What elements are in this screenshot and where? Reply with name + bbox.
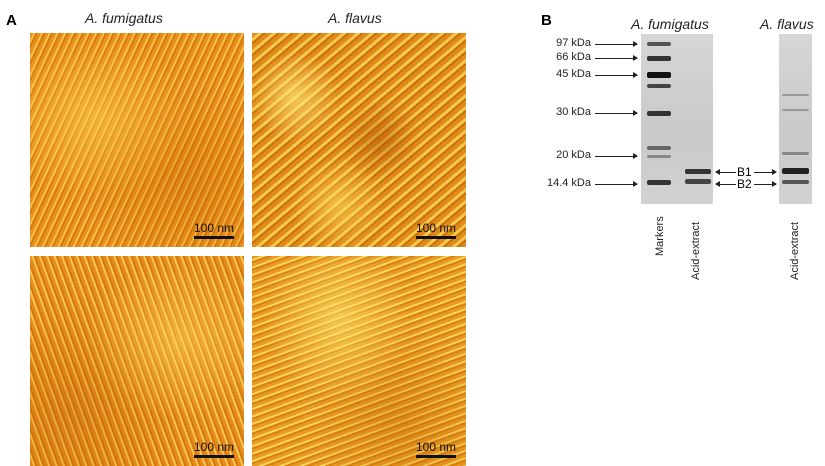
marker-label: 30 kDa bbox=[521, 106, 591, 118]
gel bbox=[779, 34, 812, 204]
figure: A A. fumigatus A. flavus 100 nm 100 nm 1… bbox=[0, 0, 825, 466]
arrow bbox=[595, 58, 637, 59]
marker-label: 66 kDa bbox=[521, 51, 591, 63]
column-header: A. fumigatus bbox=[85, 10, 163, 26]
marker-label: 14.4 kDa bbox=[521, 177, 591, 189]
scale-bar: 100 nm bbox=[194, 221, 234, 239]
arrow bbox=[716, 184, 736, 185]
lane-label: Acid-extract bbox=[789, 222, 801, 280]
arrow bbox=[754, 172, 776, 173]
arrow bbox=[595, 75, 637, 76]
scale-label: 100 nm bbox=[194, 440, 234, 454]
afm-image: 100 nm bbox=[252, 33, 466, 247]
lane-label: Markers bbox=[654, 216, 666, 256]
panel-label: B bbox=[541, 12, 552, 29]
marker-label: 97 kDa bbox=[521, 37, 591, 49]
arrow bbox=[595, 156, 637, 157]
scale-label: 100 nm bbox=[416, 221, 456, 235]
column-header: A. fumigatus bbox=[631, 16, 709, 32]
marker-label: 20 kDa bbox=[521, 149, 591, 161]
marker-label: 45 kDa bbox=[521, 68, 591, 80]
gel bbox=[641, 34, 713, 204]
afm-image: 100 nm bbox=[30, 33, 244, 247]
column-header: A. flavus bbox=[328, 10, 382, 26]
column-header: A. flavus bbox=[760, 16, 814, 32]
scale-bar: 100 nm bbox=[416, 440, 456, 458]
afm-image: 100 nm bbox=[30, 256, 244, 466]
arrow bbox=[754, 184, 776, 185]
band-label: B2 bbox=[737, 177, 752, 191]
arrow bbox=[595, 184, 637, 185]
panel-label: A bbox=[6, 12, 17, 29]
arrow bbox=[595, 113, 637, 114]
afm-image: 100 nm bbox=[252, 256, 466, 466]
scale-label: 100 nm bbox=[194, 221, 234, 235]
scale-label: 100 nm bbox=[416, 440, 456, 454]
arrow bbox=[716, 172, 736, 173]
lane-label: Acid-extract bbox=[690, 222, 702, 280]
scale-bar: 100 nm bbox=[416, 221, 456, 239]
scale-bar: 100 nm bbox=[194, 440, 234, 458]
arrow bbox=[595, 44, 637, 45]
